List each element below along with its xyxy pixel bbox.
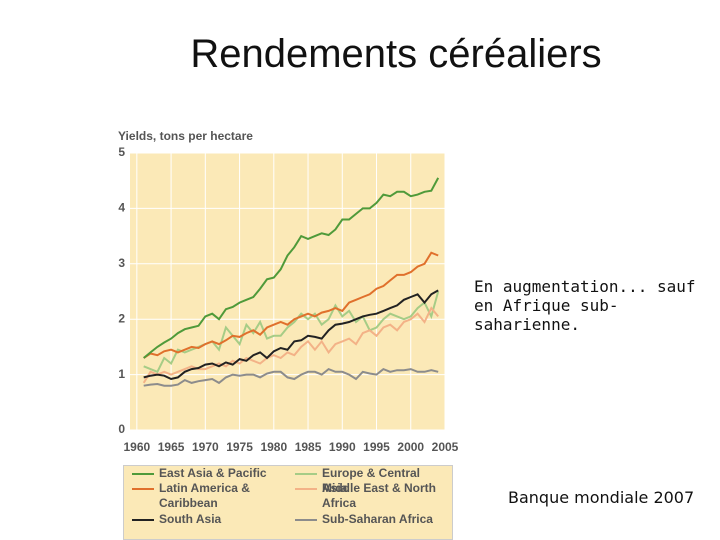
x-tick-label: 1995 [363, 440, 390, 454]
legend-swatch [132, 488, 154, 490]
x-tick-label: 1975 [226, 440, 253, 454]
y-tick-label: 3 [118, 256, 125, 270]
note: En augmentation... sauf en Afrique sub-s… [474, 277, 696, 334]
legend-item: Sub-Saharan Africa [295, 512, 447, 527]
legend-label: South Asia [159, 512, 222, 526]
legend-swatch [295, 473, 317, 475]
series-line [142, 306, 439, 384]
y-tick-label: 4 [118, 201, 125, 215]
legend-item: Latin America & Caribbean [132, 481, 284, 511]
legend-item: Middle East & North Africa [295, 481, 447, 511]
legend-label: East Asia & Pacific [159, 466, 267, 480]
legend-item: South Asia [132, 512, 284, 527]
x-tick-label: 1985 [295, 440, 322, 454]
y-tick-label: 1 [118, 367, 125, 381]
x-tick-label: 2005 [432, 440, 459, 454]
plot-background [130, 153, 445, 430]
chart: Yields, tons per hectare 0 1 2 3 4 5 1960 1965 1… [118, 129, 459, 454]
x-tick-label: 1970 [192, 440, 219, 454]
y-tick-label: 2 [118, 311, 125, 325]
series-line [143, 289, 439, 381]
y-axis-label: Yields, tons per hectare [118, 129, 253, 143]
series-line [143, 177, 440, 359]
legend-item: Europe & Central Asia [295, 466, 447, 496]
legend-label: Middle East & North Africa [322, 481, 437, 510]
legend: East Asia & Pacific Latin America & Carib… [123, 465, 453, 540]
x-tick-label: 1960 [123, 440, 150, 454]
x-tick-label: 1980 [260, 440, 287, 454]
series-line [143, 367, 439, 387]
y-tick-label: 5 [118, 145, 125, 159]
y-tick-label: 0 [118, 422, 125, 436]
x-tick-label: 1965 [158, 440, 185, 454]
legend-swatch [295, 519, 317, 521]
slide-title: Rendements céréaliers [190, 32, 602, 76]
legend-label: Sub-Saharan Africa [322, 512, 433, 526]
legend-swatch [132, 473, 154, 475]
legend-label: Latin America & Caribbean [159, 481, 250, 510]
series-line [143, 251, 439, 359]
x-tick-label: 2000 [397, 440, 424, 454]
source: Banque mondiale 2007 [508, 488, 695, 507]
x-tick-label: 1990 [329, 440, 356, 454]
legend-item: East Asia & Pacific [132, 466, 284, 481]
series-line [143, 291, 440, 374]
legend-label: Europe & Central Asia [322, 466, 421, 495]
legend-swatch [295, 488, 317, 490]
legend-swatch [132, 519, 154, 521]
